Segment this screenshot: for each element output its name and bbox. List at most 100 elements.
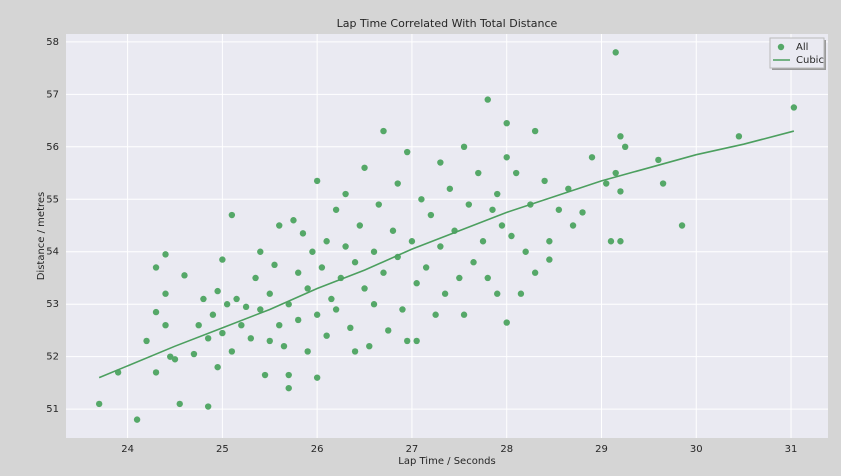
legend-box xyxy=(769,37,825,69)
scatter-point xyxy=(309,248,316,255)
scatter-point xyxy=(242,303,250,311)
scatter-point xyxy=(228,211,236,219)
scatter-point xyxy=(323,332,330,339)
scatter-point xyxy=(276,222,283,229)
scatter-point xyxy=(276,321,283,329)
scatter-point xyxy=(223,301,231,308)
x-tick-label: 30 xyxy=(690,444,703,455)
scatter-point xyxy=(617,188,624,195)
scatter-point xyxy=(546,256,553,263)
scatter-point xyxy=(209,311,217,318)
scatter-point xyxy=(266,337,273,345)
scatter-point xyxy=(200,295,207,303)
scatter-point xyxy=(399,306,406,313)
scatter-point xyxy=(171,356,179,363)
scatter-point xyxy=(422,264,430,271)
scatter-point xyxy=(271,261,278,269)
scatter-point xyxy=(617,133,624,140)
scatter-point xyxy=(531,127,539,135)
x-tick-label: 24 xyxy=(121,444,134,455)
scatter-point xyxy=(385,327,392,334)
scatter-point xyxy=(517,290,525,297)
scatter-point xyxy=(603,180,610,187)
scatter-point xyxy=(266,290,273,297)
scatter-point xyxy=(285,384,292,392)
scatter-point xyxy=(418,196,425,203)
scatter-point xyxy=(361,164,368,171)
scatter-point xyxy=(361,285,368,292)
scatter-point xyxy=(512,169,520,177)
x-tick-label: 31 xyxy=(785,444,798,455)
scatter-point xyxy=(290,217,297,224)
scatter-point xyxy=(342,190,349,198)
scatter-point xyxy=(612,169,619,177)
scatter-point xyxy=(621,143,629,151)
scatter-point xyxy=(167,353,174,360)
fit-line xyxy=(98,130,795,379)
scatter-point xyxy=(456,274,463,282)
scatter-point xyxy=(735,133,743,140)
scatter-point xyxy=(152,308,160,316)
scatter-point xyxy=(446,185,454,192)
scatter-point xyxy=(332,306,340,313)
scatter-point xyxy=(299,230,307,237)
y-tick-label: 51 xyxy=(46,404,59,415)
scatter-point xyxy=(332,206,340,213)
scatter-point xyxy=(204,403,212,410)
scatter-point xyxy=(257,248,264,255)
scatter-point xyxy=(323,238,330,245)
scatter-point xyxy=(531,269,539,276)
scatter-point xyxy=(313,311,321,318)
scatter-point xyxy=(233,295,240,303)
scatter-point xyxy=(162,321,169,329)
scatter-point xyxy=(403,337,411,345)
y-tick-label: 53 xyxy=(46,299,59,310)
scatter-point xyxy=(489,206,496,213)
scatter-point xyxy=(432,311,439,318)
scatter-point xyxy=(479,238,487,245)
scatter-point xyxy=(219,256,226,263)
scatter-point xyxy=(659,180,667,187)
x-tick-label: 25 xyxy=(216,444,229,455)
y-tick-label: 55 xyxy=(46,194,59,205)
scatter-point xyxy=(214,287,221,295)
scatter-point xyxy=(380,127,387,135)
scatter-point xyxy=(403,148,411,156)
scatter-point xyxy=(522,248,529,255)
scatter-point xyxy=(328,295,335,303)
scatter-point xyxy=(261,371,269,379)
scatter-point xyxy=(441,290,449,297)
scatter-point xyxy=(408,238,416,245)
scatter-point xyxy=(181,272,188,279)
scatter-point xyxy=(285,371,292,379)
scatter-point xyxy=(95,400,103,408)
scatter-point xyxy=(313,374,321,381)
scatter-point xyxy=(252,274,259,282)
x-axis-label: Lap Time / Seconds xyxy=(398,456,495,467)
scatter-point xyxy=(228,348,236,355)
scatter-point xyxy=(280,342,288,350)
scatter-point xyxy=(546,238,553,245)
scatter-point xyxy=(437,243,444,250)
scatter-point xyxy=(247,335,255,342)
scatter-point xyxy=(678,222,686,229)
scatter-point xyxy=(579,209,586,216)
scatter-point xyxy=(176,400,183,408)
scatter-point xyxy=(588,154,596,161)
scatter-point xyxy=(143,337,150,345)
scatter-point xyxy=(375,201,382,208)
scatter-point xyxy=(370,301,378,308)
legend-label: Cubic xyxy=(796,55,824,66)
scatter-point xyxy=(494,290,501,297)
scatter-point xyxy=(304,285,311,292)
y-tick-label: 52 xyxy=(46,352,59,363)
scatter-point xyxy=(295,269,302,276)
scatter-point xyxy=(195,321,202,329)
chart-title: Lap Time Correlated With Total Distance xyxy=(337,17,558,30)
scatter-point xyxy=(351,348,359,355)
scatter-point xyxy=(617,238,624,245)
y-tick-label: 54 xyxy=(46,247,59,258)
scatter-point xyxy=(133,416,141,423)
scatter-point xyxy=(304,348,311,355)
